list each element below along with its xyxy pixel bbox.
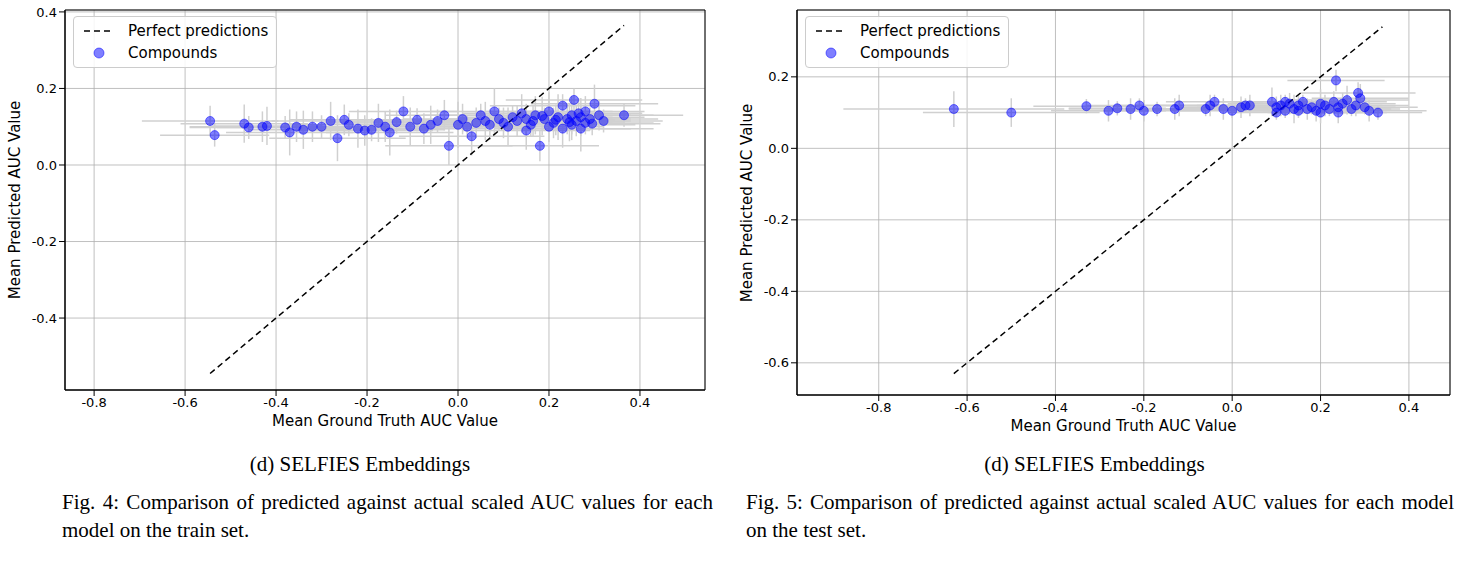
svg-text:-0.2: -0.2	[32, 234, 57, 249]
svg-text:0.0: 0.0	[448, 395, 469, 410]
svg-text:0.4: 0.4	[630, 395, 651, 410]
html-text:(d) SELFIES Embeddings: (d) SELFIES Embeddings	[984, 452, 1205, 476]
html-text:Perfect predictions: Perfect predictions	[128, 22, 269, 40]
svg-text:0.0: 0.0	[1222, 400, 1243, 415]
html-text:Compounds: Compounds	[860, 44, 950, 62]
svg-text:0.2: 0.2	[36, 81, 57, 96]
html-text:Compounds: Compounds	[128, 44, 218, 62]
svg-text:-0.4: -0.4	[32, 311, 57, 326]
svg-text:-0.4: -0.4	[1043, 400, 1068, 415]
svg-text:-0.2: -0.2	[1131, 400, 1156, 415]
svg-text:0.4: 0.4	[36, 5, 57, 20]
html-text:Mean Ground Truth AUC Value: Mean Ground Truth AUC Value	[1010, 417, 1237, 435]
svg-text:-0.6: -0.6	[172, 395, 197, 410]
svg-text:0.0: 0.0	[36, 158, 57, 173]
svg-text:-0.4: -0.4	[764, 284, 789, 299]
svg-text:0.4: 0.4	[1399, 400, 1420, 415]
svg-text:-0.8: -0.8	[81, 395, 106, 410]
html-text:Mean Ground Truth AUC Value: Mean Ground Truth AUC Value	[272, 412, 498, 430]
svg-text:-0.2: -0.2	[764, 212, 789, 227]
html-text:Perfect predictions: Perfect predictions	[860, 22, 1001, 40]
svg-text:-0.6: -0.6	[954, 400, 979, 415]
html-text:Mean Predicted AUC Value: Mean Predicted AUC Value	[738, 103, 756, 302]
html-text:(d) SELFIES Embeddings: (d) SELFIES Embeddings	[249, 452, 471, 476]
html-text:Mean Predicted AUC Value: Mean Predicted AUC Value	[6, 100, 24, 300]
svg-text:-0.8: -0.8	[866, 400, 891, 415]
html-text:Fig. 5: Comparison of predicte: Fig. 5: Comparison of predicted against …	[746, 490, 1454, 542]
svg-text:0.2: 0.2	[1310, 400, 1331, 415]
svg-text:-0.6: -0.6	[764, 355, 789, 370]
svg-text:-0.2: -0.2	[354, 395, 379, 410]
svg-text:0.0: 0.0	[768, 141, 789, 156]
svg-text:0.2: 0.2	[768, 69, 789, 84]
html-text:Fig. 4: Comparison of predicte: Fig. 4: Comparison of predicted against …	[62, 490, 713, 542]
svg-text:0.2: 0.2	[539, 395, 560, 410]
svg-text:-0.4: -0.4	[263, 395, 288, 410]
